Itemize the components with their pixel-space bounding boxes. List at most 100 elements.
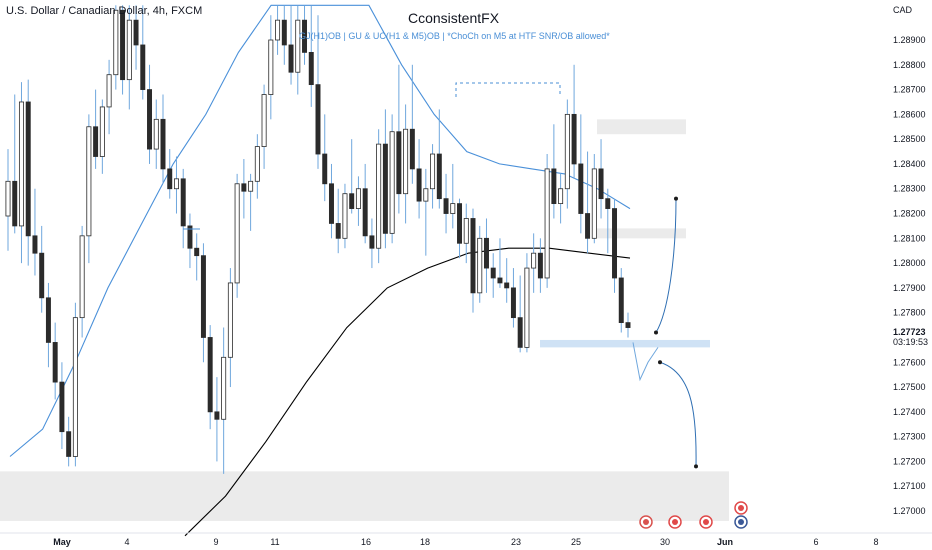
candle	[618, 268, 624, 333]
candle-body	[490, 267, 496, 279]
candle	[126, 5, 132, 110]
price-tick-label: 1.27100	[893, 481, 926, 491]
time-tick-label: 18	[420, 537, 430, 547]
candle-body	[409, 128, 415, 170]
candle-body	[295, 19, 301, 73]
price-tick-label: 1.28300	[893, 184, 926, 194]
projection-curve	[655, 198, 697, 467]
candle-body	[497, 277, 503, 284]
candle-body	[335, 223, 341, 239]
candle	[564, 99, 570, 209]
candle-body	[423, 188, 429, 202]
candle	[537, 238, 543, 293]
candle	[254, 134, 260, 199]
candle-body	[322, 153, 328, 185]
candle	[578, 114, 584, 234]
time-tick-label: 11	[270, 537, 279, 547]
candle	[207, 325, 213, 430]
candle	[12, 94, 18, 234]
candle-body	[612, 208, 618, 279]
event-flag-dot	[738, 505, 744, 511]
time-axis: May 4 9 11 16 18 23 25 30 Jun 6 8	[0, 532, 932, 547]
candle-body	[5, 180, 11, 217]
candle-body	[510, 287, 516, 319]
candle-body	[221, 356, 227, 420]
dashed-range-marker	[455, 82, 561, 97]
candle-body	[281, 19, 287, 46]
price-tick-label: 1.27000	[893, 506, 926, 516]
price-tick-label: 1.28400	[893, 159, 926, 169]
candle	[113, 5, 119, 90]
candle	[585, 151, 591, 254]
event-flag-icon	[699, 515, 713, 529]
price-tick-label: 1.28200	[893, 209, 926, 219]
candle-body	[376, 143, 382, 249]
candle-body	[18, 101, 24, 227]
candle-body	[585, 213, 591, 239]
candle-body	[349, 193, 355, 209]
bar-countdown-label: 03:19:53	[893, 337, 928, 347]
candle	[200, 243, 206, 363]
candle-body	[315, 84, 321, 155]
candle-body	[531, 252, 537, 269]
candle-body	[86, 126, 92, 237]
current-price-label: 1.27723	[893, 327, 926, 337]
candle	[396, 64, 402, 214]
candle	[227, 268, 233, 388]
candle-body	[328, 183, 334, 224]
event-flag-dot	[738, 519, 744, 525]
price-tick-label: 1.28800	[893, 60, 926, 70]
time-tick-label: 25	[571, 537, 581, 547]
candle	[187, 213, 193, 269]
event-flag-icon	[734, 501, 748, 515]
candle	[120, 5, 126, 95]
candle	[72, 302, 78, 467]
candle	[93, 89, 99, 169]
ma-line-black	[184, 247, 631, 537]
candle	[173, 156, 179, 214]
candle	[457, 198, 463, 259]
time-tick-label: 16	[361, 537, 371, 547]
candle-body	[564, 113, 570, 190]
candle	[32, 188, 38, 276]
candle	[483, 218, 489, 293]
candle-body	[194, 247, 200, 257]
annotation-layer	[183, 82, 748, 529]
event-flag-dot	[672, 519, 678, 525]
candle-body	[72, 317, 78, 457]
price-axis: 1.28900 1.28800 1.28700 1.28600 1.28500 1.284…	[883, 0, 932, 550]
candle	[302, 5, 308, 65]
candle-body	[443, 198, 449, 214]
candle	[221, 327, 227, 474]
event-flag-icon	[668, 515, 682, 529]
time-tick-label: 6	[813, 537, 818, 547]
price-tick-label: 1.27200	[893, 456, 926, 466]
candle	[558, 173, 564, 224]
candle-body	[153, 118, 159, 150]
candle	[5, 149, 11, 251]
time-tick-label: 30	[660, 537, 670, 547]
candle-body	[571, 113, 577, 165]
candle	[140, 5, 146, 100]
candle	[591, 154, 597, 244]
candle	[403, 104, 409, 224]
candle	[39, 225, 45, 313]
candle-body	[39, 252, 45, 299]
projection-point	[694, 464, 698, 469]
price-tick-label: 1.28900	[893, 35, 926, 45]
candle-body	[618, 277, 624, 323]
candle	[322, 114, 328, 202]
candle-body	[66, 431, 72, 457]
candle-body	[12, 180, 18, 227]
candle-body	[524, 267, 530, 348]
zone-layer	[0, 119, 729, 521]
projection-point	[658, 360, 662, 365]
candle	[510, 268, 516, 328]
candle-body	[140, 44, 146, 90]
candle	[66, 416, 72, 467]
candle-body	[362, 188, 368, 237]
candle-body	[147, 89, 153, 150]
candle-body	[234, 183, 240, 284]
candle	[160, 94, 166, 184]
